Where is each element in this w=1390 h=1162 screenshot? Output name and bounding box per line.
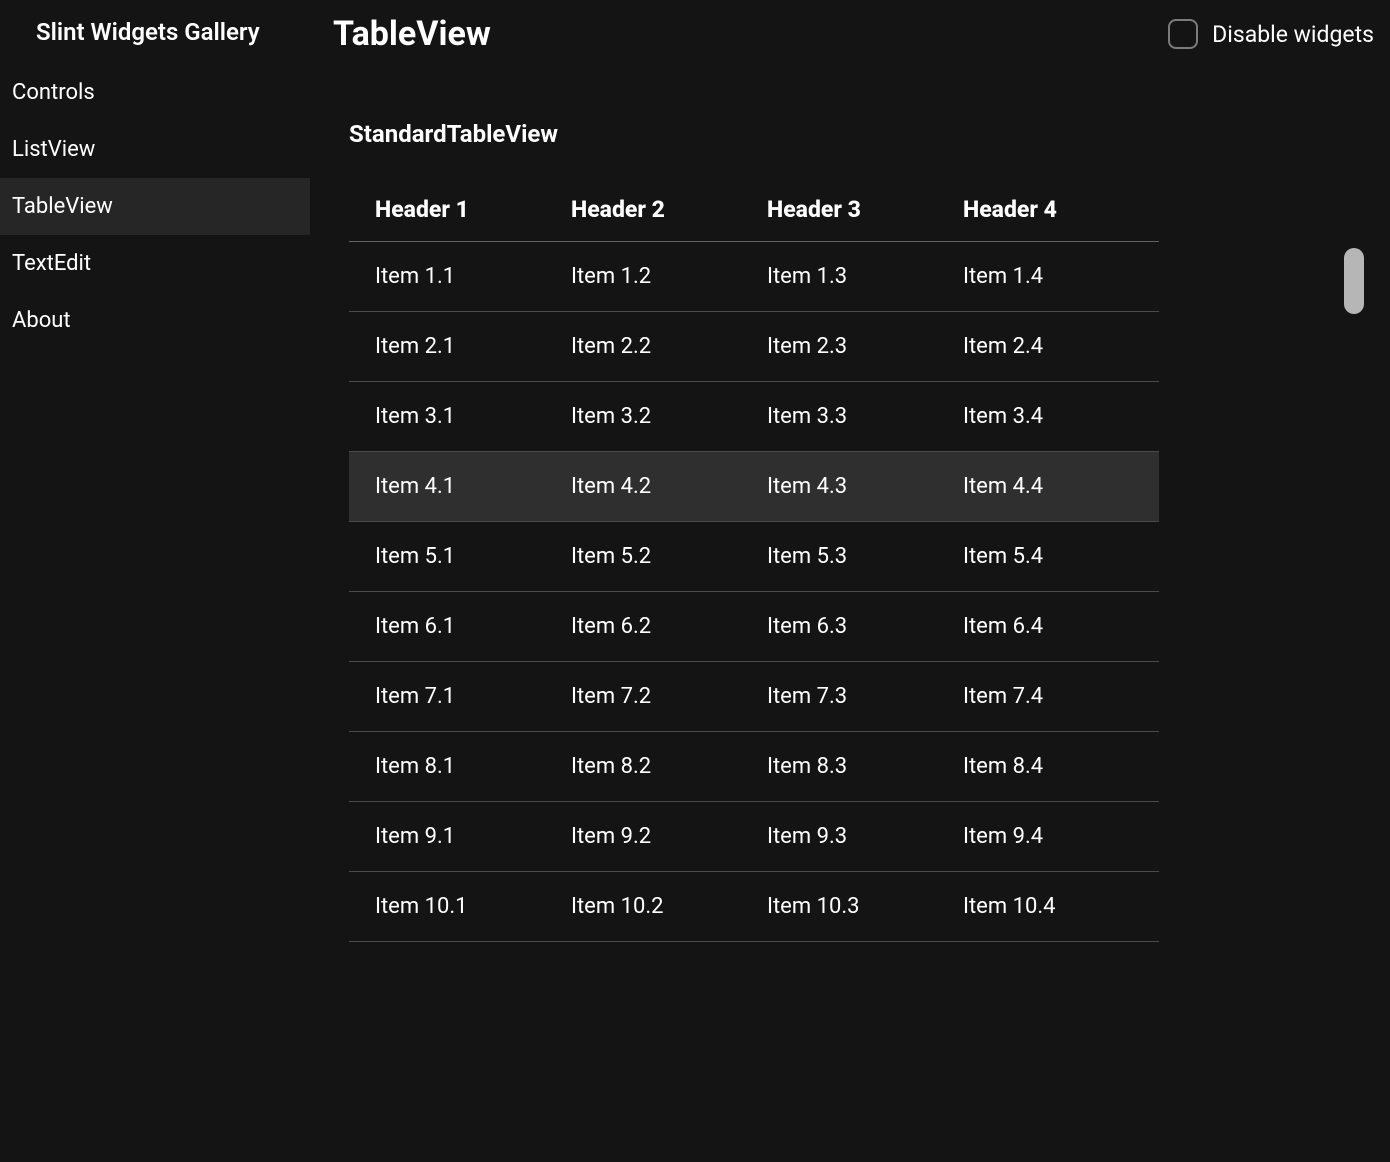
table-cell: Item 4.4 <box>963 474 1159 499</box>
table-cell: Item 1.3 <box>767 264 963 289</box>
table-cell: Item 3.1 <box>375 404 571 429</box>
scrollbar-thumb[interactable] <box>1344 248 1364 314</box>
disable-widgets-checkbox[interactable] <box>1168 19 1198 49</box>
table-cell: Item 10.3 <box>767 894 963 919</box>
sidebar: Slint Widgets Gallery ControlsListViewTa… <box>0 0 310 1162</box>
table-cell: Item 4.2 <box>571 474 767 499</box>
sidebar-item-listview[interactable]: ListView <box>0 121 310 178</box>
disable-widgets-block: Disable widgets <box>1168 19 1374 49</box>
app-title: Slint Widgets Gallery <box>0 0 310 64</box>
table-container: Header 1Header 2Header 3Header 4 Item 1.… <box>349 178 1366 1162</box>
table-row[interactable]: Item 10.1Item 10.2Item 10.3Item 10.4 <box>349 872 1159 942</box>
table-cell: Item 9.1 <box>375 824 571 849</box>
table-cell: Item 8.4 <box>963 754 1159 779</box>
table-cell: Item 8.2 <box>571 754 767 779</box>
table-cell: Item 1.2 <box>571 264 767 289</box>
table-header-row: Header 1Header 2Header 3Header 4 <box>349 178 1159 242</box>
table-row[interactable]: Item 5.1Item 5.2Item 5.3Item 5.4 <box>349 522 1159 592</box>
page-title: TableView <box>333 14 491 54</box>
table-cell: Item 5.3 <box>767 544 963 569</box>
table-cell: Item 7.1 <box>375 684 571 709</box>
table-cell: Item 10.2 <box>571 894 767 919</box>
table-row[interactable]: Item 6.1Item 6.2Item 6.3Item 6.4 <box>349 592 1159 662</box>
table-column-header[interactable]: Header 4 <box>963 196 1159 223</box>
table-cell: Item 10.4 <box>963 894 1159 919</box>
table-cell: Item 7.4 <box>963 684 1159 709</box>
sidebar-item-about[interactable]: About <box>0 292 310 349</box>
scrollbar-track[interactable] <box>1344 178 1364 1162</box>
table-cell: Item 7.2 <box>571 684 767 709</box>
table-cell: Item 6.3 <box>767 614 963 639</box>
table-cell: Item 9.2 <box>571 824 767 849</box>
table-row[interactable]: Item 2.1Item 2.2Item 2.3Item 2.4 <box>349 312 1159 382</box>
table-cell: Item 7.3 <box>767 684 963 709</box>
disable-widgets-label: Disable widgets <box>1212 21 1374 48</box>
standard-table-view: Header 1Header 2Header 3Header 4 Item 1.… <box>349 178 1159 942</box>
table-cell: Item 2.2 <box>571 334 767 359</box>
sidebar-item-controls[interactable]: Controls <box>0 64 310 121</box>
table-cell: Item 6.4 <box>963 614 1159 639</box>
table-cell: Item 5.2 <box>571 544 767 569</box>
table-cell: Item 1.1 <box>375 264 571 289</box>
table-row[interactable]: Item 7.1Item 7.2Item 7.3Item 7.4 <box>349 662 1159 732</box>
table-cell: Item 6.2 <box>571 614 767 639</box>
table-cell: Item 6.1 <box>375 614 571 639</box>
content-area: StandardTableView Header 1Header 2Header… <box>325 68 1390 1162</box>
sidebar-item-textedit[interactable]: TextEdit <box>0 235 310 292</box>
table-cell: Item 4.3 <box>767 474 963 499</box>
page-header: TableView Disable widgets <box>325 0 1390 68</box>
table-row[interactable]: Item 8.1Item 8.2Item 8.3Item 8.4 <box>349 732 1159 802</box>
table-body: Item 1.1Item 1.2Item 1.3Item 1.4Item 2.1… <box>349 242 1159 942</box>
table-cell: Item 4.1 <box>375 474 571 499</box>
table-cell: Item 5.4 <box>963 544 1159 569</box>
table-cell: Item 2.3 <box>767 334 963 359</box>
main-content: TableView Disable widgets StandardTableV… <box>310 0 1390 1162</box>
table-row[interactable]: Item 1.1Item 1.2Item 1.3Item 1.4 <box>349 242 1159 312</box>
table-cell: Item 8.3 <box>767 754 963 779</box>
table-row[interactable]: Item 3.1Item 3.2Item 3.3Item 3.4 <box>349 382 1159 452</box>
table-cell: Item 3.3 <box>767 404 963 429</box>
table-cell: Item 8.1 <box>375 754 571 779</box>
table-column-header[interactable]: Header 2 <box>571 196 767 223</box>
section-subtitle: StandardTableView <box>349 120 1366 148</box>
table-cell: Item 10.1 <box>375 894 571 919</box>
table-cell: Item 2.1 <box>375 334 571 359</box>
sidebar-item-tableview[interactable]: TableView <box>0 178 310 235</box>
table-cell: Item 3.2 <box>571 404 767 429</box>
table-cell: Item 1.4 <box>963 264 1159 289</box>
table-cell: Item 9.4 <box>963 824 1159 849</box>
table-row[interactable]: Item 9.1Item 9.2Item 9.3Item 9.4 <box>349 802 1159 872</box>
table-cell: Item 9.3 <box>767 824 963 849</box>
table-column-header[interactable]: Header 3 <box>767 196 963 223</box>
table-cell: Item 3.4 <box>963 404 1159 429</box>
table-cell: Item 2.4 <box>963 334 1159 359</box>
table-column-header[interactable]: Header 1 <box>375 196 571 223</box>
table-cell: Item 5.1 <box>375 544 571 569</box>
table-row[interactable]: Item 4.1Item 4.2Item 4.3Item 4.4 <box>349 452 1159 522</box>
